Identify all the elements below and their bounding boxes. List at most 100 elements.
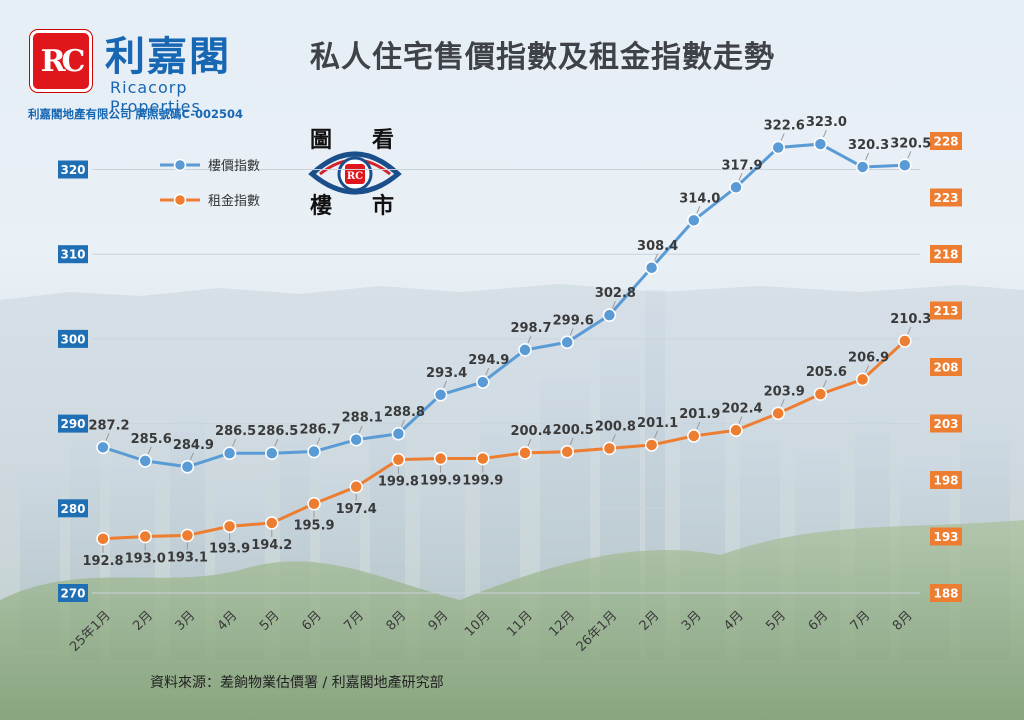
data-point bbox=[138, 529, 152, 544]
grid-lines bbox=[92, 169, 920, 594]
legend-label: 樓價指數 bbox=[208, 159, 260, 174]
y-right-tick-box bbox=[930, 584, 962, 602]
data-label: 200.4 bbox=[510, 424, 551, 439]
label-leader bbox=[611, 434, 616, 442]
data-label: 288.8 bbox=[384, 405, 425, 420]
label-leader bbox=[865, 365, 870, 373]
data-point bbox=[729, 423, 743, 438]
data-point bbox=[391, 427, 406, 441]
data-label: 298.7 bbox=[510, 321, 551, 336]
data-point bbox=[96, 440, 110, 455]
x-tick-label: 3月 bbox=[173, 608, 199, 634]
label-leader bbox=[316, 437, 321, 445]
label-leader bbox=[485, 367, 490, 376]
badge-char-2: 看 bbox=[372, 127, 395, 153]
data-point bbox=[96, 532, 110, 546]
data-label: 195.9 bbox=[293, 519, 334, 534]
data-label: 210.3 bbox=[890, 312, 931, 327]
x-tick-label: 4月 bbox=[721, 608, 747, 634]
data-label: 285.6 bbox=[131, 432, 172, 447]
label-leader bbox=[105, 433, 110, 441]
data-point bbox=[307, 496, 321, 511]
y-right-tick-label: 203 bbox=[933, 417, 958, 431]
x-tick-label: 2月 bbox=[130, 608, 156, 634]
label-leader bbox=[611, 300, 616, 309]
y-right-tick-box bbox=[930, 301, 962, 320]
x-tick-label: 5月 bbox=[257, 608, 283, 634]
label-leader bbox=[822, 379, 827, 388]
data-point bbox=[307, 444, 321, 459]
data-label: 203.9 bbox=[764, 384, 805, 399]
data-point bbox=[813, 387, 828, 401]
data-label: 193.0 bbox=[125, 552, 166, 567]
license-number: 利嘉閣地產有限公司 牌照號碼C-002504 bbox=[28, 107, 243, 121]
label-leader bbox=[654, 253, 659, 261]
label-leader bbox=[189, 452, 194, 460]
data-point bbox=[222, 446, 237, 460]
badge-char-4: 市 bbox=[372, 193, 395, 219]
data-label: 192.8 bbox=[82, 554, 123, 569]
data-point bbox=[180, 528, 195, 543]
data-point bbox=[771, 140, 785, 155]
data-point bbox=[898, 334, 912, 348]
x-tick-label: 5月 bbox=[763, 608, 789, 634]
y-left-tick-box bbox=[58, 584, 88, 602]
data-source-note: 資料來源：差餉物業估價署 / 利嘉閣地產研究部 bbox=[150, 675, 444, 691]
label-leader bbox=[569, 437, 574, 445]
label-leader bbox=[907, 151, 912, 159]
data-label: 199.8 bbox=[378, 475, 419, 490]
right-y-axis: 188 193 198 203 208 213 218 223 228 bbox=[930, 132, 962, 602]
legend-marker bbox=[173, 158, 187, 172]
data-point bbox=[265, 446, 279, 460]
data-point bbox=[602, 441, 617, 456]
data-label: 201.1 bbox=[637, 416, 678, 431]
data-label: 322.6 bbox=[764, 118, 805, 133]
data-label: 200.8 bbox=[595, 419, 636, 434]
brand-name: 利嘉閣 bbox=[105, 33, 231, 80]
data-point bbox=[729, 180, 743, 195]
y-right-tick-label: 223 bbox=[933, 191, 958, 205]
data-label: 284.9 bbox=[173, 438, 214, 453]
data-point bbox=[644, 261, 659, 275]
data-point bbox=[433, 451, 448, 466]
x-tick-label: 12月 bbox=[547, 608, 578, 639]
data-point bbox=[180, 460, 195, 474]
y-left-tick-label: 290 bbox=[60, 417, 85, 431]
eye-badge: 圖 看 樓 市 RC bbox=[300, 122, 410, 222]
y-left-tick-box bbox=[58, 329, 88, 348]
data-label: 302.8 bbox=[595, 286, 636, 301]
y-left-tick-label: 280 bbox=[60, 502, 85, 516]
label-leader bbox=[274, 439, 279, 447]
data-label: 194.2 bbox=[251, 538, 292, 553]
legend-label: 租金指數 bbox=[208, 193, 260, 209]
x-tick-label: 7月 bbox=[341, 608, 367, 634]
y-left-tick-label: 270 bbox=[60, 587, 85, 601]
label-leader bbox=[358, 425, 363, 433]
x-tick-label: 4月 bbox=[215, 608, 241, 634]
data-label: 323.0 bbox=[806, 115, 847, 130]
brand-english-name: Ricacorp Properties bbox=[110, 78, 201, 116]
x-tick-label: 26年1月 bbox=[574, 608, 621, 655]
y-right-tick-box bbox=[930, 471, 962, 489]
y-left-tick-label: 310 bbox=[60, 248, 85, 262]
data-point bbox=[855, 372, 870, 387]
data-point bbox=[391, 452, 406, 467]
label-leader bbox=[738, 416, 743, 424]
x-tick-label: 8月 bbox=[890, 608, 916, 634]
label-leader bbox=[780, 133, 785, 141]
x-tick-label: 3月 bbox=[679, 608, 705, 634]
data-label: 205.6 bbox=[806, 365, 847, 380]
y-left-tick-box bbox=[58, 160, 88, 179]
label-leader bbox=[780, 399, 785, 407]
data-point bbox=[433, 388, 448, 402]
y-left-tick-box bbox=[58, 245, 88, 264]
data-point bbox=[349, 432, 363, 447]
data-point bbox=[560, 335, 574, 350]
legend-marker bbox=[173, 193, 187, 207]
data-point bbox=[476, 375, 490, 389]
data-label: 299.6 bbox=[553, 313, 594, 328]
data-point bbox=[222, 519, 237, 534]
